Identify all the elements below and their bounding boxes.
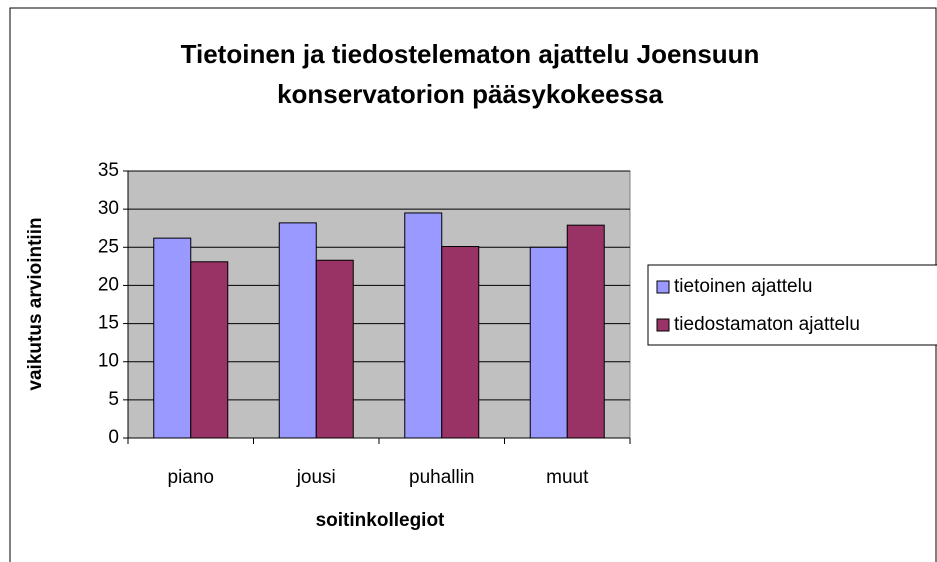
legend-label: tiedostamaton ajattelu xyxy=(674,314,860,335)
bar xyxy=(190,261,229,439)
legend xyxy=(647,264,937,346)
legend-swatch xyxy=(656,280,670,294)
x-tick-label: puhallin xyxy=(409,467,475,488)
y-tick-label: 5 xyxy=(108,389,119,410)
bar xyxy=(278,222,317,439)
y-tick-label: 0 xyxy=(108,427,119,448)
bar xyxy=(404,212,443,439)
bar xyxy=(529,246,568,439)
y-tick-label: 30 xyxy=(98,198,119,219)
legend-label: tietoinen ajattelu xyxy=(674,276,812,297)
y-tick-label: 20 xyxy=(98,274,119,295)
y-tick-label: 25 xyxy=(98,236,119,257)
legend-swatch xyxy=(656,318,670,332)
chart-title: konservatorion pääsykokeessa xyxy=(277,79,663,109)
bar xyxy=(441,246,480,439)
x-tick-label: piano xyxy=(168,467,215,488)
x-axis-label: soitinkollegiot xyxy=(316,510,445,531)
y-tick-label: 15 xyxy=(98,313,119,334)
x-tick-label: muut xyxy=(546,467,589,488)
bar xyxy=(566,224,605,439)
bar xyxy=(153,237,192,439)
y-axis-label: vaikutus arviointiin xyxy=(25,217,46,390)
bar xyxy=(315,259,354,439)
y-tick-label: 35 xyxy=(98,160,119,181)
y-tick-label: 10 xyxy=(98,351,119,372)
x-tick-label: jousi xyxy=(296,467,336,488)
chart-title: Tietoinen ja tiedostelematon ajattelu Jo… xyxy=(181,39,760,69)
